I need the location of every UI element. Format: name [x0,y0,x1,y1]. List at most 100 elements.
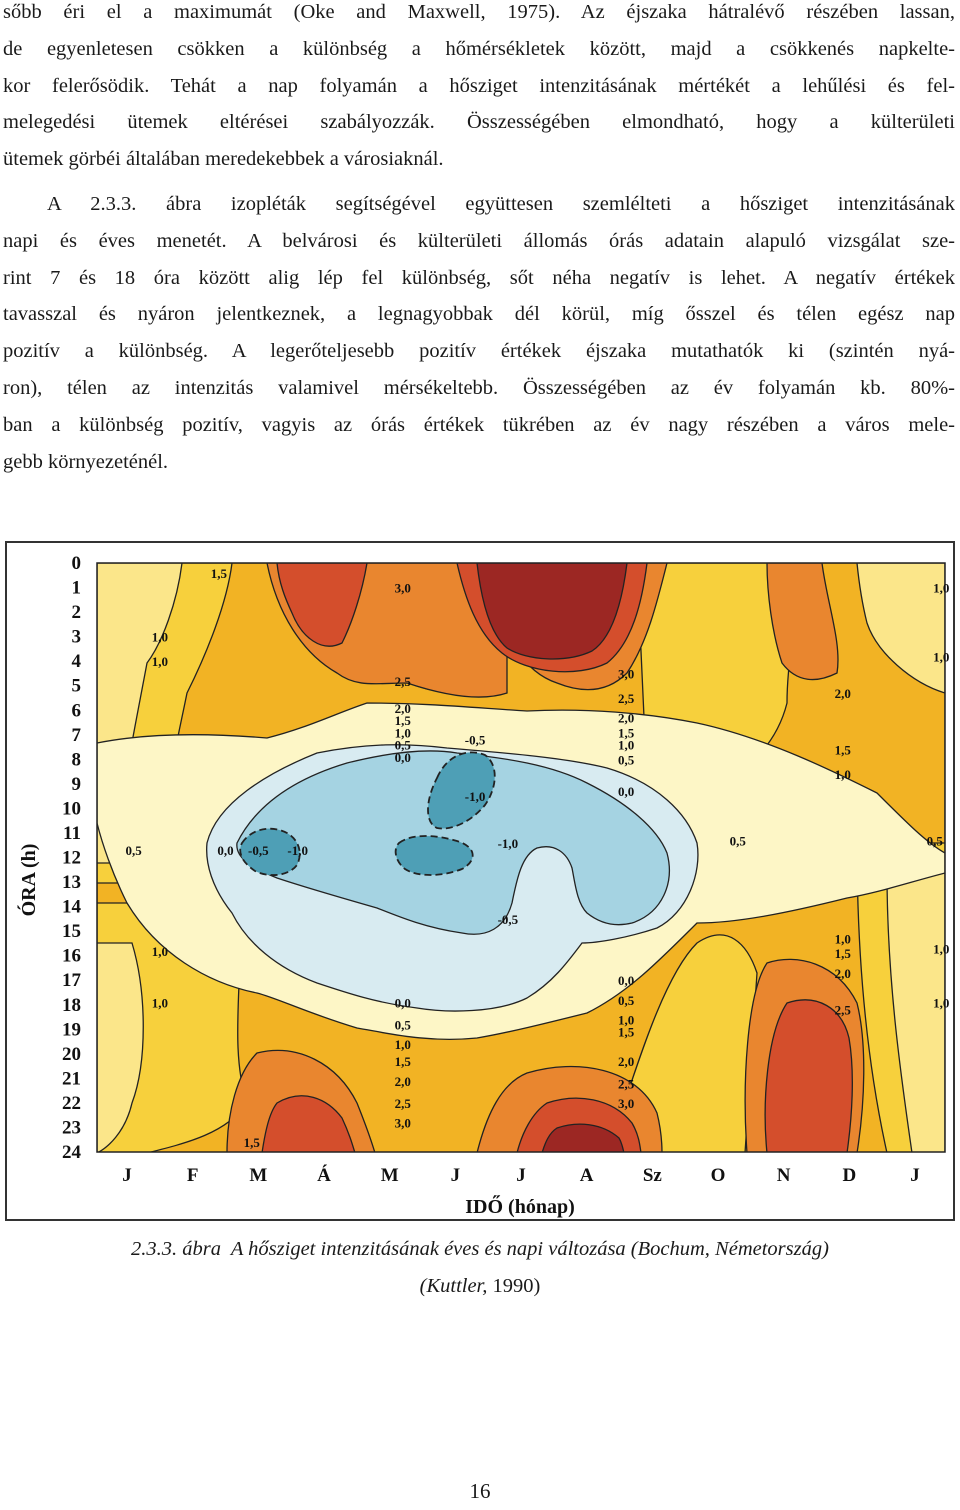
figure-caption: 2.3.3. ábra A hősziget intenzitásának év… [0,1231,960,1267]
y-tick-label: 5 [72,676,82,697]
y-tick-label: 13 [62,872,81,893]
y-tick-label: 3 [72,627,82,648]
x-tick-label: M [381,1165,399,1186]
text-line-first: A 2.3.3. ábra izopléták segítségével egy… [3,186,955,223]
isoline-label: 2,5 [395,1096,412,1111]
isoline-label: 0,0 [217,843,233,858]
x-tick-label: J [910,1165,920,1186]
y-tick-label: 12 [62,848,81,869]
text-line: ron), télen az intenzitás valamivel mérs… [3,376,955,399]
isoline-label: 1,5 [395,713,412,728]
contour-band-minus-1-0 [427,751,496,830]
isopleth-chart: 0123456789101112131415161718192021222324… [16,553,949,1218]
y-tick-label: 20 [62,1044,81,1065]
contour-band-1-0 [97,942,144,1152]
y-tick-label: 15 [62,921,81,942]
y-tick-label: 8 [72,749,82,770]
paragraph-2: A 2.3.3. ábra izopléták segítségével egy… [3,186,955,480]
x-tick-label: O [711,1165,726,1186]
text-line: tavasszal és nyáron jelentkeznek, a legn… [3,303,955,326]
isoline-label: 3,0 [395,1116,411,1131]
isoline-label: 0,0 [395,750,411,765]
isoline-label: 1,5 [618,1025,635,1040]
isoline-label: 0,0 [618,784,634,799]
y-tick-label: 6 [72,700,82,721]
isoline-label: 1,0 [395,1037,411,1052]
y-tick-label: 9 [72,774,82,795]
isoline-labels: 1,53,0 1,01,01,0 1,02,5 3,02,02,52,02,01,51… [125,566,949,1150]
isoline-label: 1,0 [835,931,851,946]
isoline-label: 0,5 [395,1017,412,1032]
y-tick-label: 1 [72,578,82,599]
text-line: de egyenletesen csökken a különbség a hő… [3,37,955,60]
isoline-label: 1,0 [152,654,168,669]
isoline-label: 3,0 [395,581,411,596]
text-line: sőbb éri el a maximumát (Oke and Maxwell… [3,1,955,23]
plot-frame [96,562,946,1153]
y-tick-label: 21 [62,1068,81,1089]
text-line: rint 7 és 18 óra között alig lép fel kül… [3,266,955,289]
isoline-label: 0,0 [395,995,411,1010]
page-number: 16 [469,1479,491,1503]
y-tick-label: 0 [72,553,82,574]
isoline-label: -0,5 [248,843,269,858]
contour-band-minus-1-0 [239,827,301,876]
isoline-label: 1,0 [835,767,851,782]
x-tick-label: J [451,1165,461,1186]
isoline-label: -1,0 [287,843,308,858]
x-tick-label: N [777,1165,791,1186]
caption-author: Kuttler, [426,1275,488,1297]
figure-reference: 2.3.3. ábra [90,193,202,215]
isoline-label: 1,0 [395,725,411,740]
x-tick-label: Sz [643,1165,663,1186]
isoline-label: 0,5 [927,833,944,848]
x-tick-label: D [842,1165,856,1186]
y-tick-label: 14 [62,897,82,918]
caption-number: 2.3.3. ábra [131,1238,222,1260]
text-line: kor felerősödik. Tehát a nap folyamán a … [3,74,955,97]
contour-band-minus-1-0 [394,835,474,876]
x-axis-title: IDŐ (hónap) [465,1194,574,1218]
x-tick-label: J [516,1165,526,1186]
figure-caption-source: (Kuttler, 1990) [0,1268,960,1304]
text-line: gebb környezeténél. [3,450,169,473]
isoline-label: -0,5 [498,912,519,927]
isoline-label: 1,5 [618,725,635,740]
text-line: ban a különbség pozitív, vagyis az órás … [3,413,955,436]
caption-paren: ( [419,1275,427,1297]
isoline-label: 3,0 [618,666,634,681]
isoline-label: 1,5 [211,566,228,581]
contour-band-max [476,563,628,660]
isoline-label: 2,5 [618,691,635,706]
text-line: pozitív a különbség. A legerőteljesebb p… [3,340,955,363]
isoline-label: 0,5 [125,843,142,858]
contour-band-3-0 [261,1095,356,1152]
isoline-label: -1,0 [465,789,486,804]
x-tick-label: F [187,1165,199,1186]
y-tick-label: 18 [62,995,81,1016]
caption-title: A hősziget intenzitásának éves és napi v… [230,1238,829,1260]
isoline-label: 2,5 [618,1076,635,1091]
isoline-label: 0,0 [618,973,634,988]
text-line: ütemek görbéi általában meredekebbek a v… [3,148,444,171]
contour-band-1-0 [856,563,945,694]
isoline-label: 2,0 [395,701,411,716]
isoline-label: 1,0 [152,995,168,1010]
isoline-label: 0,5 [618,752,635,767]
isoline-label: 1,0 [933,649,949,664]
caption-year: 1990) [487,1275,541,1297]
y-tick-label: 17 [62,970,82,991]
paragraph-1: sőbb éri el a maximumát (Oke and Maxwell… [3,0,955,178]
x-tick-label: Á [317,1164,331,1186]
contour-band-3-0 [764,999,853,1152]
y-tick-label: 7 [72,725,82,746]
isoline-label: 3,0 [618,1096,634,1111]
text-fragment: A [47,193,91,215]
isoline-label: 1,0 [933,941,949,956]
y-tick-label: 22 [62,1093,81,1114]
isoline-label: 1,0 [152,944,168,959]
y-tick-label: 19 [62,1019,81,1040]
contour-band-1-0 [886,872,945,1152]
y-tick-label: 11 [63,823,81,844]
